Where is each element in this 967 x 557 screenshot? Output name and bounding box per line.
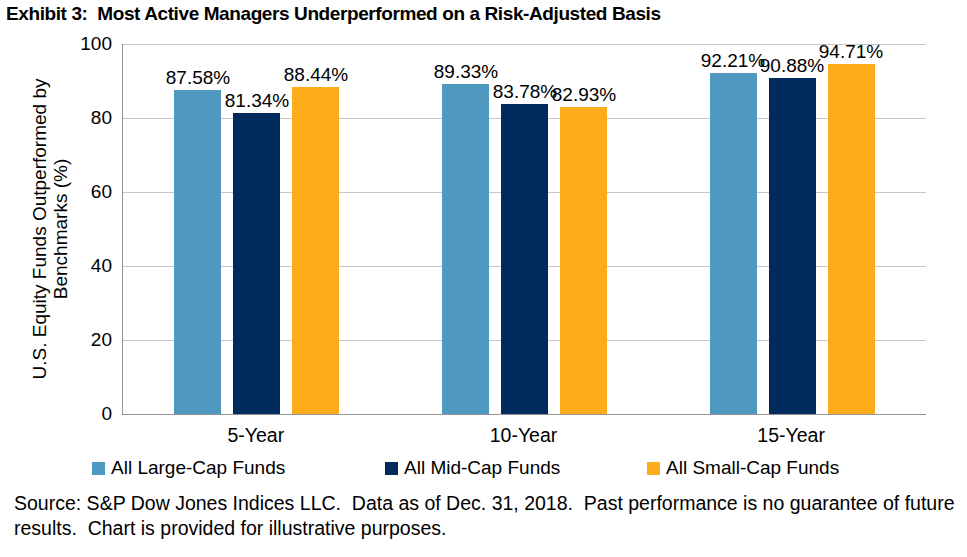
bar-value-label-all-small-cap-funds-15-year: 94.71%: [819, 42, 883, 62]
bar-all-small-cap-funds-5-year: [292, 87, 339, 414]
y-tick-label-40: 40: [50, 255, 112, 277]
y-tick-label-100: 100: [50, 33, 112, 55]
legend-item-all-small-cap-funds: All Small-Cap Funds: [647, 458, 839, 478]
bar-all-mid-cap-funds-15-year: [769, 78, 816, 414]
category-label-15-year: 15-Year: [757, 424, 825, 446]
legend-label-all-small-cap-funds: All Small-Cap Funds: [666, 457, 839, 479]
source-note: Source: S&P Dow Jones Indices LLC. Data …: [14, 491, 960, 541]
category-label-10-year: 10-Year: [490, 424, 558, 446]
legend-item-all-large-cap-funds: All Large-Cap Funds: [92, 458, 285, 478]
bar-all-large-cap-funds-10-year: [442, 84, 489, 415]
plot-area: 87.58% 81.34% 88.44% 89.33%83.78%82.93% 92.2…: [122, 44, 926, 415]
bar-all-large-cap-funds-5-year: [174, 90, 221, 414]
legend-swatch-all-mid-cap-funds: [385, 462, 398, 475]
bar-all-large-cap-funds-15-year: [710, 73, 757, 414]
bar-value-label-all-large-cap-funds-10-year: 89.33%: [434, 62, 498, 82]
gridline-100: [123, 44, 926, 45]
bar-value-label-all-mid-cap-funds-10-year: 83.78%: [493, 82, 557, 102]
category-label-5-year: 5-Year: [227, 424, 284, 446]
chart-title: Exhibit 3: Most Active Managers Underper…: [6, 3, 661, 25]
legend-item-all-mid-cap-funds: All Mid-Cap Funds: [385, 458, 560, 478]
bar-value-label-all-small-cap-funds-10-year: 82.93%: [552, 85, 616, 105]
bar-value-label-all-mid-cap-funds-5-year: 81.34%: [225, 91, 289, 111]
legend-label-all-mid-cap-funds: All Mid-Cap Funds: [404, 457, 560, 479]
legend-swatch-all-small-cap-funds: [647, 462, 660, 475]
bar-value-label-all-mid-cap-funds-15-year: 90.88%: [760, 56, 824, 76]
y-tick-label-20: 20: [50, 329, 112, 351]
bar-value-label-all-small-cap-funds-5-year: 88.44%: [284, 65, 348, 85]
bar-all-mid-cap-funds-10-year: [501, 104, 548, 414]
y-tick-label-0: 0: [50, 403, 112, 425]
legend-swatch-all-large-cap-funds: [92, 462, 105, 475]
legend-label-all-large-cap-funds: All Large-Cap Funds: [111, 457, 285, 479]
bar-value-label-all-large-cap-funds-15-year: 92.21%: [701, 51, 765, 71]
bar-all-mid-cap-funds-5-year: [233, 113, 280, 414]
bar-value-label-all-large-cap-funds-5-year: 87.58%: [166, 68, 230, 88]
y-tick-label-80: 80: [50, 107, 112, 129]
y-tick-label-60: 60: [50, 181, 112, 203]
exhibit-3-figure: Exhibit 3: Most Active Managers Underper…: [0, 0, 967, 557]
bar-all-small-cap-funds-15-year: [828, 64, 875, 414]
bar-all-small-cap-funds-10-year: [560, 107, 607, 414]
